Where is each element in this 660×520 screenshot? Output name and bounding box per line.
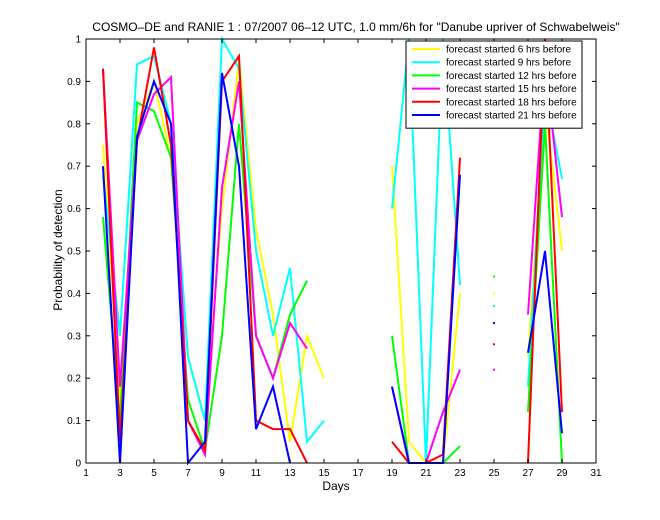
y-tick-label: 0.8	[67, 119, 81, 130]
legend-entry-label: forecast started 6 hrs before	[446, 45, 572, 56]
y-tick-label: 0.6	[67, 204, 81, 215]
x-axis-label: Days	[322, 479, 349, 493]
chart-title: COSMO–DE and RANIE 1 : 07/2007 06–12 UTC…	[92, 20, 619, 34]
y-axis-label: Probability of detection	[51, 189, 65, 310]
x-tick-label: 21	[420, 468, 432, 479]
legend-entry-label: forecast started 12 hrs before	[446, 71, 577, 82]
series-5-point	[493, 343, 495, 346]
x-tick-label: 19	[386, 468, 398, 479]
x-tick-label: 1	[83, 468, 89, 479]
x-tick-label: 23	[454, 468, 466, 479]
y-tick-label: 0	[75, 459, 81, 470]
y-tick-label: 0.7	[67, 162, 81, 173]
series-6-line	[527, 250, 563, 434]
series-3-point	[493, 275, 495, 278]
x-tick-label: 3	[117, 468, 123, 479]
x-tick-label: 11	[251, 468, 262, 479]
y-tick-label: 0.9	[67, 77, 81, 88]
x-tick-label: 9	[219, 468, 225, 479]
series-1-point	[493, 292, 495, 295]
y-axis: 0 0.1 0.2 0.3 0.4 0.5 0.6 0.7 0.8 0.9 1	[67, 35, 596, 470]
x-tick-label: 27	[522, 468, 534, 479]
x-tick-label: 29	[556, 468, 568, 479]
series-6-point	[493, 322, 495, 325]
x-tick-label: 13	[284, 468, 296, 479]
legend-entry-label: forecast started 21 hrs before	[446, 111, 577, 122]
y-tick-label: 0.4	[67, 289, 81, 300]
series-2-line	[102, 35, 325, 445]
y-tick-label: 0.2	[67, 374, 81, 385]
y-tick-label: 0.3	[67, 331, 81, 342]
y-tick-label: 0.5	[67, 247, 81, 258]
y-tick-label: 0.1	[67, 416, 81, 427]
legend-entry-label: forecast started 9 hrs before	[446, 58, 572, 69]
series-4-point	[493, 368, 495, 371]
x-axis: 1 3 5 7 9 11 13 15 17 19 21 23 25 27 29 31	[83, 39, 602, 479]
x-tick-label: 25	[488, 468, 500, 479]
x-tick-label: 5	[151, 468, 157, 479]
y-tick-label: 1	[75, 35, 81, 46]
x-tick-label: 15	[318, 468, 330, 479]
legend: forecast started 6 hrs before forecast st…	[405, 40, 583, 129]
legend-entry-label: forecast started 15 hrs before	[446, 84, 577, 95]
series-2-point	[493, 305, 495, 308]
legend-entry-label: forecast started 18 hrs before	[446, 97, 577, 108]
legend-box	[405, 40, 583, 129]
x-tick-label: 17	[352, 468, 364, 479]
x-tick-label: 31	[590, 468, 602, 479]
series-6-line	[102, 72, 291, 466]
x-tick-label: 7	[185, 468, 191, 479]
